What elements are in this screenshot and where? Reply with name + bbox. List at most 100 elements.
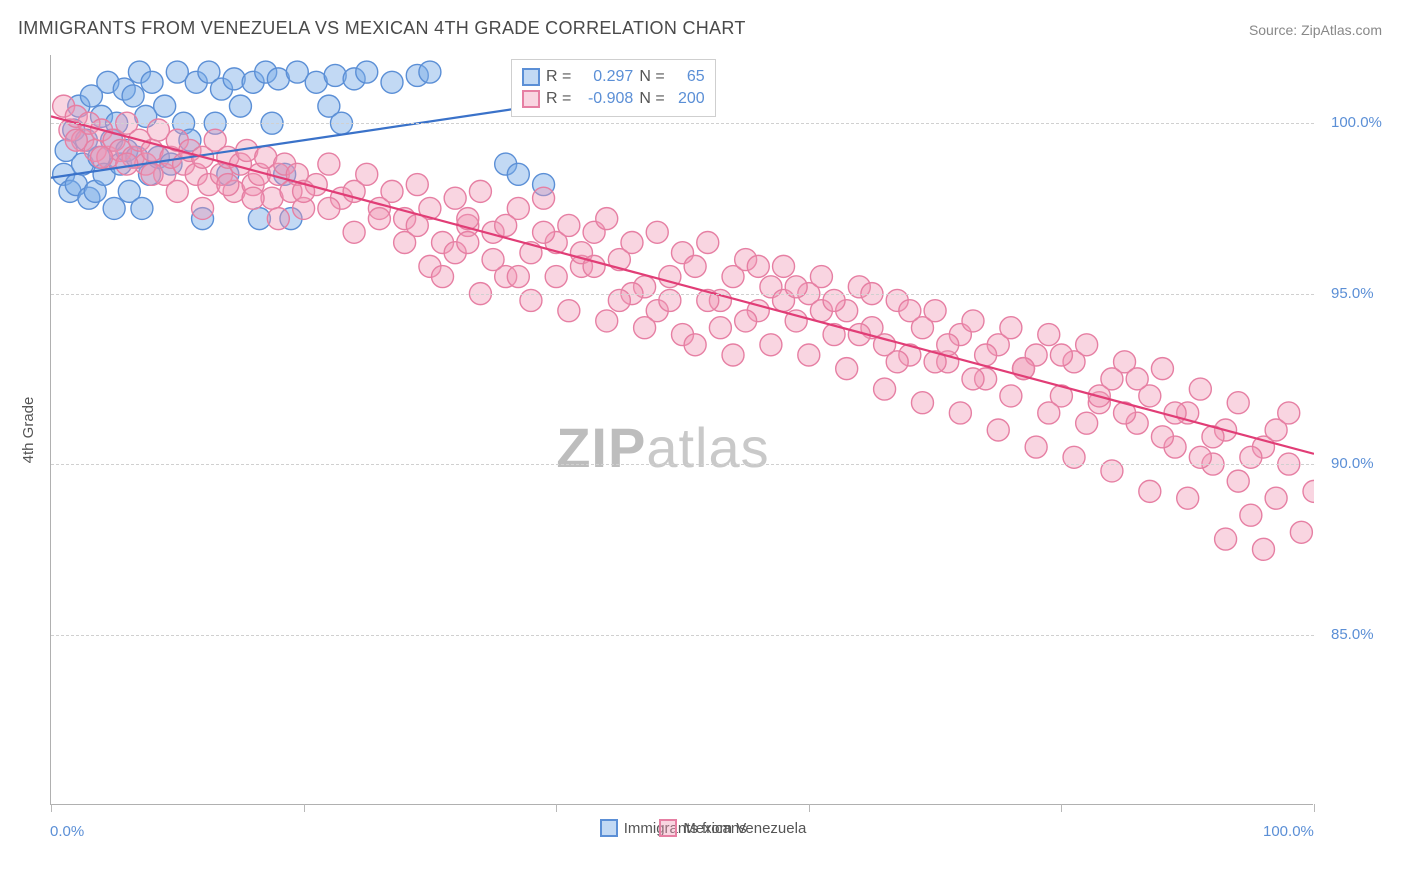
data-point xyxy=(267,208,289,230)
data-point xyxy=(1025,436,1047,458)
data-point xyxy=(911,392,933,414)
data-point xyxy=(1076,412,1098,434)
data-point xyxy=(318,153,340,175)
stats-r-label: R = xyxy=(546,68,571,86)
data-point xyxy=(962,310,984,332)
data-point xyxy=(545,266,567,288)
data-point xyxy=(937,334,959,356)
data-point xyxy=(482,249,504,271)
data-point xyxy=(1151,426,1173,448)
data-point xyxy=(886,351,908,373)
data-point xyxy=(381,180,403,202)
data-point xyxy=(229,95,251,117)
stats-row: R = 0.297 N = 65 xyxy=(522,66,705,88)
data-point xyxy=(596,208,618,230)
data-point xyxy=(432,266,454,288)
data-point xyxy=(1189,378,1211,400)
data-point xyxy=(141,163,163,185)
legend-label: Mexicans xyxy=(683,820,746,837)
plot-svg xyxy=(51,55,1314,805)
y-axis-label: 4th Grade xyxy=(20,397,37,464)
data-point xyxy=(1000,317,1022,339)
y-tick-label: 95.0% xyxy=(1331,285,1374,302)
data-point xyxy=(1151,358,1173,380)
source-link[interactable]: ZipAtlas.com xyxy=(1301,22,1382,38)
data-point xyxy=(343,221,365,243)
legend-swatch xyxy=(522,68,540,86)
data-point xyxy=(596,310,618,332)
data-point xyxy=(684,334,706,356)
stats-n-value: 65 xyxy=(671,68,705,86)
data-point xyxy=(1215,528,1237,550)
data-point xyxy=(495,214,517,236)
data-point xyxy=(444,187,466,209)
data-point xyxy=(1227,470,1249,492)
data-point xyxy=(1252,538,1274,560)
data-point xyxy=(406,214,428,236)
data-point xyxy=(406,174,428,196)
data-point xyxy=(457,232,479,254)
y-tick-label: 85.0% xyxy=(1331,626,1374,643)
data-point xyxy=(773,255,795,277)
stats-row: R = -0.908 N = 200 xyxy=(522,88,705,110)
data-point xyxy=(1303,480,1314,502)
x-tick-label: 0.0% xyxy=(50,823,84,840)
data-point xyxy=(469,180,491,202)
data-point xyxy=(1278,402,1300,424)
data-point xyxy=(103,197,125,219)
data-point xyxy=(747,255,769,277)
data-point xyxy=(735,310,757,332)
chart-title: IMMIGRANTS FROM VENEZUELA VS MEXICAN 4TH… xyxy=(18,18,746,39)
data-point xyxy=(798,344,820,366)
legend-swatch xyxy=(600,819,618,837)
legend-swatch xyxy=(659,819,677,837)
data-point xyxy=(131,197,153,219)
stats-legend-box: R = 0.297 N = 65 R = -0.908 N = 200 xyxy=(511,59,716,117)
data-point xyxy=(621,232,643,254)
data-point xyxy=(1227,392,1249,414)
data-point xyxy=(507,266,529,288)
data-point xyxy=(507,163,529,185)
stats-n-value: 200 xyxy=(671,90,705,108)
data-point xyxy=(1038,324,1060,346)
data-point xyxy=(116,153,138,175)
data-point xyxy=(356,61,378,83)
regression-line xyxy=(51,116,1314,454)
data-point xyxy=(558,214,580,236)
stats-r-label: R = xyxy=(546,90,571,108)
data-point xyxy=(1126,368,1148,390)
data-point xyxy=(1139,480,1161,502)
source-attribution: Source: ZipAtlas.com xyxy=(1249,22,1382,38)
data-point xyxy=(1038,402,1060,424)
data-point xyxy=(810,266,832,288)
data-point xyxy=(975,344,997,366)
data-point xyxy=(684,255,706,277)
data-point xyxy=(924,300,946,322)
data-point xyxy=(122,85,144,107)
legend-swatch xyxy=(522,90,540,108)
data-point xyxy=(987,419,1009,441)
data-point xyxy=(368,208,390,230)
data-point xyxy=(1240,504,1262,526)
y-tick-label: 90.0% xyxy=(1331,455,1374,472)
data-point xyxy=(1050,344,1072,366)
source-prefix: Source: xyxy=(1249,22,1301,38)
data-point xyxy=(324,64,346,86)
data-point xyxy=(533,187,555,209)
data-point xyxy=(722,344,744,366)
data-point xyxy=(381,71,403,93)
data-point xyxy=(949,402,971,424)
data-point xyxy=(646,221,668,243)
stats-r-value: 0.297 xyxy=(577,68,633,86)
data-point xyxy=(1177,487,1199,509)
data-point xyxy=(419,61,441,83)
data-point xyxy=(1164,402,1186,424)
data-point xyxy=(217,174,239,196)
data-point xyxy=(166,180,188,202)
data-point xyxy=(558,300,580,322)
data-point xyxy=(760,334,782,356)
data-point xyxy=(836,358,858,380)
data-point xyxy=(356,163,378,185)
data-point xyxy=(1076,334,1098,356)
data-point xyxy=(1265,487,1287,509)
